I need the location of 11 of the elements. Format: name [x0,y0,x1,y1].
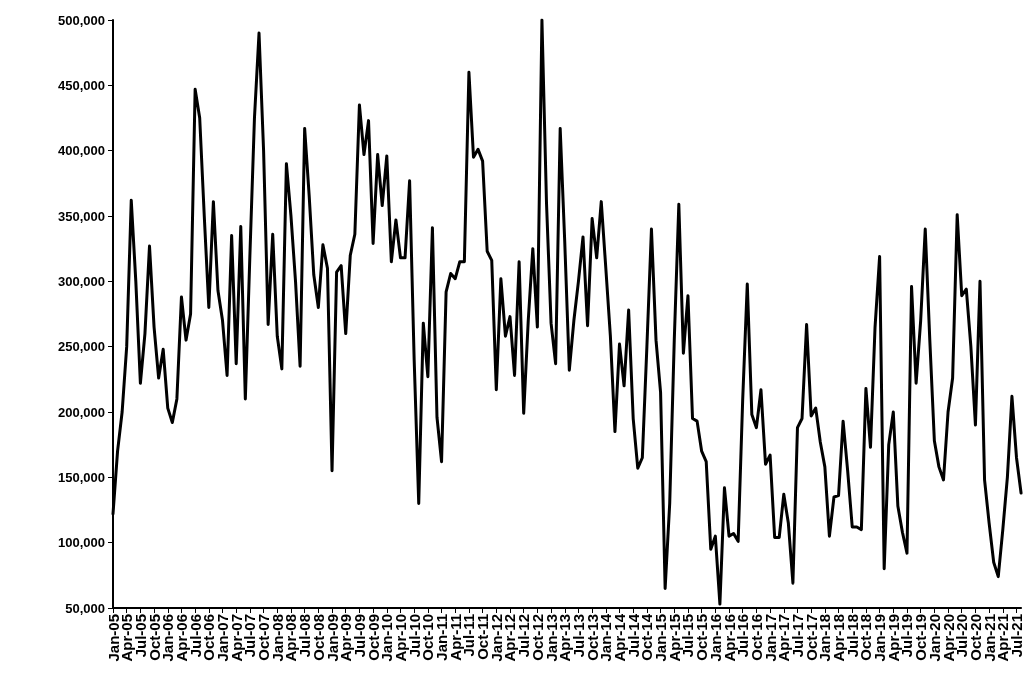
y-tick-label: 200,000 [58,404,105,420]
y-tick-label: 400,000 [58,143,105,159]
y-tick-label: 300,000 [58,273,105,289]
y-tick-label: 250,000 [58,339,105,355]
y-tick-label: 450,000 [58,77,105,93]
y-tick-label: 100,000 [58,535,105,551]
x-tick-label: Jan-05 [104,614,122,662]
y-tick-label: 50,000 [65,600,105,616]
y-tick-label: 350,000 [58,208,105,224]
y-tick-label: 500,000 [58,12,105,28]
y-tick-label: 150,000 [58,469,105,485]
